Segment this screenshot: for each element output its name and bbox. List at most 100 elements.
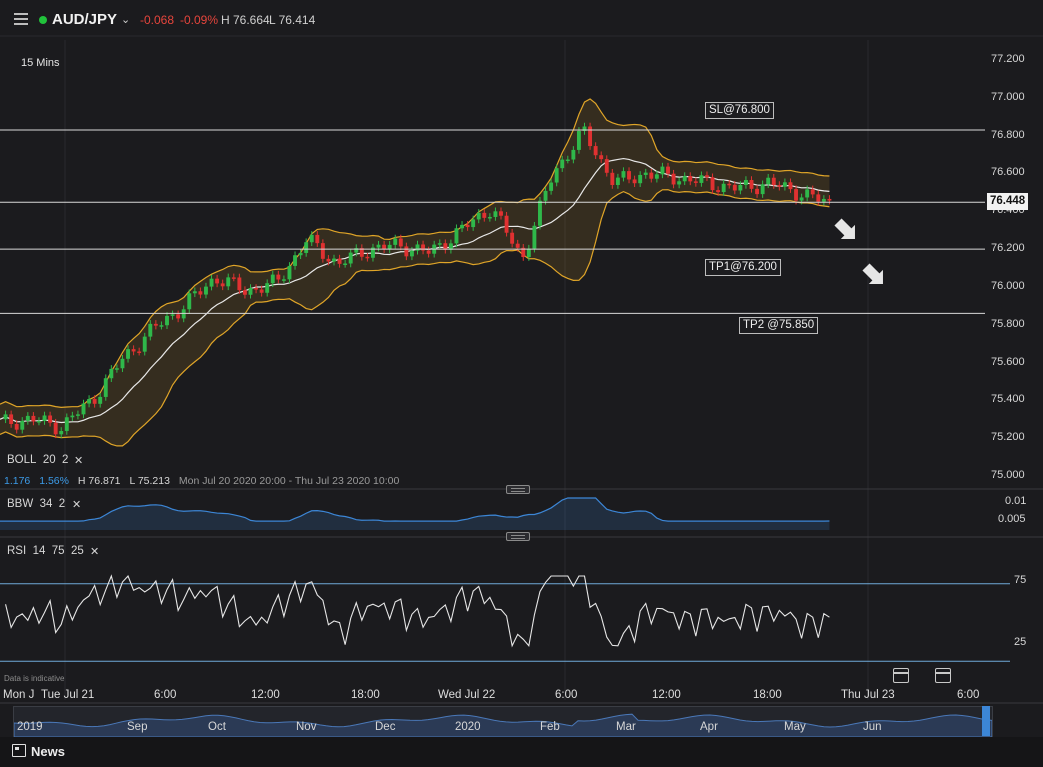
bollinger-upper bbox=[0, 98, 830, 408]
candle bbox=[276, 274, 281, 280]
take-profit-2-label[interactable]: TP2 @75.850 bbox=[739, 317, 819, 334]
candle bbox=[348, 252, 353, 264]
candle bbox=[827, 198, 832, 201]
rsi-close-icon[interactable]: ✕ bbox=[90, 546, 100, 558]
candle bbox=[165, 315, 169, 326]
candle bbox=[75, 414, 80, 416]
candle bbox=[92, 399, 97, 404]
boll-close-icon[interactable]: ✕ bbox=[74, 455, 84, 467]
candle bbox=[421, 244, 426, 251]
price-axis-label: 76.800 bbox=[991, 128, 1025, 141]
candle bbox=[103, 378, 108, 397]
x-axis-label: Thu Jul 23 bbox=[841, 689, 895, 701]
calendar-icon[interactable] bbox=[935, 668, 951, 683]
candle bbox=[293, 255, 297, 266]
candle bbox=[98, 396, 103, 404]
price-axis-label: 77.200 bbox=[991, 53, 1025, 65]
candle bbox=[304, 242, 309, 253]
candle bbox=[20, 420, 25, 430]
rsi-line bbox=[5, 574, 830, 648]
candle bbox=[705, 175, 709, 178]
candle bbox=[543, 190, 548, 201]
stop-loss-label[interactable]: SL@76.800 bbox=[705, 102, 774, 119]
candle bbox=[565, 159, 570, 162]
candle bbox=[460, 224, 464, 229]
candle bbox=[315, 234, 320, 244]
timeframe-label[interactable]: 15 Mins bbox=[21, 57, 60, 69]
candle bbox=[148, 323, 153, 337]
candle bbox=[220, 283, 225, 287]
candle bbox=[743, 180, 748, 185]
symbol-name[interactable]: AUD/JPY bbox=[52, 11, 118, 28]
candle bbox=[610, 172, 615, 185]
candle bbox=[309, 234, 314, 243]
news-icon bbox=[12, 744, 26, 757]
rsi-upper: 75 bbox=[51, 545, 65, 557]
candle bbox=[259, 289, 264, 293]
candle bbox=[48, 415, 53, 423]
navigator-label: May bbox=[784, 721, 806, 733]
price-axis-label: 76.200 bbox=[991, 242, 1025, 255]
candle bbox=[777, 185, 782, 187]
candle bbox=[649, 172, 654, 179]
price-axis-label: 75.400 bbox=[991, 393, 1025, 406]
pane-resize-handle[interactable] bbox=[506, 485, 530, 494]
navigator-range-handle[interactable] bbox=[982, 706, 990, 736]
candle bbox=[782, 182, 787, 187]
x-axis-label: 6:00 bbox=[154, 689, 177, 701]
bbw-level-low: 0.005 bbox=[998, 513, 1026, 525]
news-label: News bbox=[31, 744, 65, 759]
boll-period: 20 bbox=[42, 454, 56, 466]
x-axis-label: 12:00 bbox=[251, 689, 280, 701]
candle bbox=[9, 414, 14, 424]
candle bbox=[693, 181, 698, 183]
candle bbox=[142, 336, 147, 352]
navigator-label: Nov bbox=[296, 721, 317, 733]
bollinger-lower bbox=[0, 189, 830, 447]
candle bbox=[554, 168, 559, 183]
bbw-label: BBW 34 2 bbox=[7, 498, 65, 510]
session-high: H 76.664 bbox=[221, 13, 270, 27]
menu-icon[interactable] bbox=[14, 13, 28, 25]
calendar-icon[interactable] bbox=[893, 668, 909, 683]
rsi-name: RSI bbox=[7, 545, 27, 557]
candle bbox=[560, 159, 565, 169]
chevron-down-icon[interactable]: ⌄ bbox=[121, 14, 131, 26]
bbw-name: BBW bbox=[7, 498, 34, 510]
candle bbox=[643, 172, 648, 175]
candle bbox=[627, 171, 631, 180]
footer-bar bbox=[0, 737, 1043, 767]
boll-high: H 76.871 bbox=[77, 475, 121, 487]
candle bbox=[810, 189, 815, 195]
candle bbox=[510, 232, 515, 244]
candle bbox=[499, 211, 503, 216]
candle bbox=[771, 177, 776, 186]
candle bbox=[270, 274, 275, 284]
pane-resize-handle[interactable] bbox=[506, 532, 530, 541]
candle bbox=[59, 430, 64, 435]
candle bbox=[53, 422, 58, 435]
candle bbox=[515, 243, 520, 248]
candle bbox=[549, 182, 554, 191]
candle bbox=[81, 403, 86, 415]
candle bbox=[226, 277, 231, 287]
candle bbox=[816, 194, 821, 202]
boll-label: BOLL 20 2 bbox=[7, 454, 68, 466]
take-profit-1-label[interactable]: TP1@76.200 bbox=[705, 259, 781, 276]
candle bbox=[376, 244, 381, 248]
bbw-close-icon[interactable]: ✕ bbox=[72, 499, 82, 511]
candle bbox=[25, 415, 30, 421]
candle bbox=[209, 278, 214, 287]
navigator-label: 2020 bbox=[455, 721, 481, 733]
candle bbox=[14, 423, 19, 430]
candle bbox=[281, 279, 286, 281]
candle bbox=[677, 181, 682, 185]
candle bbox=[710, 177, 715, 191]
time-navigator[interactable] bbox=[13, 706, 993, 738]
candle bbox=[805, 189, 810, 198]
candle bbox=[120, 358, 125, 369]
candle bbox=[37, 421, 41, 423]
candle bbox=[788, 182, 793, 190]
news-button[interactable]: News bbox=[12, 743, 65, 761]
